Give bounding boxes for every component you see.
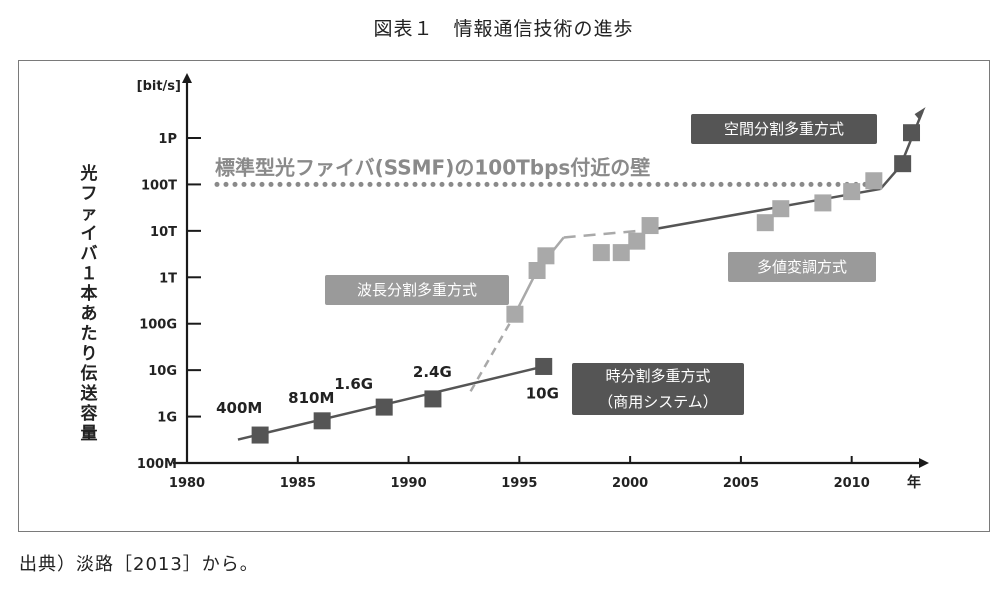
source-note: 出典）淡路［2013］から。 — [19, 554, 259, 575]
y-axis-arrow — [182, 73, 192, 83]
wall-label: 標準型光ファイバ(SSMF)の100Tbps付近の壁 — [215, 155, 650, 179]
y-tick-label: 100T — [141, 178, 177, 193]
y-tick-label: 100G — [139, 318, 177, 333]
tdm-point-label: 10G — [526, 384, 559, 402]
y-tick-label: 1G — [157, 411, 177, 426]
tdm-point-label: 2.4G — [413, 363, 452, 381]
wdm-trend-dashed-2 — [563, 228, 651, 239]
y-axis-title-char: 伝 — [81, 363, 98, 384]
y-unit-label: [bit/s] — [137, 79, 181, 94]
tdm-label-text: 時分割多重方式 — [605, 367, 710, 385]
tdm-point-label: 810M — [288, 389, 334, 407]
wdm-point — [537, 247, 555, 265]
x-tick-label: 2010 — [834, 476, 870, 491]
chart-frame: [bit/s] 100M 1G 10G 100G 1T 10T 100T 1P 1980 1985 1… — [18, 60, 990, 532]
y-axis-title-char: 本 — [81, 283, 98, 304]
multilevel-label-text: 多値変調方式 — [757, 258, 847, 276]
chart-svg: [bit/s] 100M 1G 10G 100G 1T 10T 100T 1P 1980 1985 1… — [80, 73, 929, 491]
x-axis-arrow — [919, 458, 929, 468]
multilevel-point — [756, 214, 774, 232]
y-axis-title-char: 量 — [81, 423, 98, 444]
x-axis-title: 年 — [907, 474, 921, 491]
x-tick-label: 1980 — [169, 476, 205, 491]
y-tick-label: 1P — [158, 132, 177, 147]
y-axis-title-char: フ — [81, 184, 98, 204]
y-tick-label: 10T — [150, 225, 177, 240]
sdm-point — [903, 124, 921, 142]
multilevel-point — [843, 183, 861, 201]
y-axis-title-char: 送 — [81, 383, 99, 404]
tdm-point — [313, 412, 331, 430]
wdm-point — [628, 232, 646, 250]
multilevel-trend-line — [649, 187, 881, 232]
wdm-point — [641, 217, 659, 235]
x-tick-label: 1990 — [390, 476, 426, 491]
multilevel-point — [865, 172, 883, 190]
sdm-point — [894, 155, 912, 173]
y-axis-title-char: あ — [81, 304, 98, 324]
tdm-point — [535, 357, 553, 375]
sdm-label-text: 空間分割多重方式 — [724, 120, 844, 138]
y-axis-title-char: 容 — [81, 403, 98, 424]
x-tick-label: 1995 — [501, 476, 537, 491]
sdm-label-box — [691, 114, 877, 144]
x-tick-label: 2000 — [612, 476, 648, 491]
wdm-point — [528, 262, 546, 280]
figure-title: 図表１ 情報通信技術の進歩 — [373, 18, 634, 40]
wdm-point — [592, 244, 610, 262]
y-axis-title-char: イ — [81, 224, 98, 244]
multilevel-label-box — [728, 252, 876, 282]
tdm-label-text: （商用システム） — [598, 393, 718, 411]
wdm-point — [506, 305, 524, 323]
y-tick-label: 100M — [137, 457, 177, 472]
sdm-arrowhead — [914, 107, 926, 121]
tdm-label-box — [572, 363, 744, 415]
y-axis-title-char: １ — [81, 264, 98, 284]
tdm-point — [251, 426, 269, 444]
y-axis-title-char: ァ — [81, 204, 98, 224]
x-tick-label: 1985 — [280, 476, 316, 491]
y-tick-label: 1T — [159, 271, 177, 286]
tdm-point-label: 400M — [216, 399, 262, 417]
y-tick-label: 10G — [148, 364, 177, 379]
tdm-point — [375, 398, 393, 416]
tdm-point — [424, 390, 442, 408]
multilevel-point — [814, 194, 832, 212]
y-axis-title-char: バ — [81, 244, 98, 264]
wdm-trend-dashed — [469, 313, 516, 392]
multilevel-point — [772, 200, 790, 218]
tdm-point-label: 1.6G — [334, 375, 373, 393]
y-axis-title-char: り — [81, 344, 98, 364]
wdm-point — [612, 244, 630, 262]
wdm-label-text: 波長分割多重方式 — [357, 281, 477, 299]
wdm-label-box — [325, 275, 509, 305]
y-axis-title-char: た — [81, 324, 98, 344]
x-tick-label: 2005 — [723, 476, 759, 491]
y-axis-title-char: 光 — [80, 163, 98, 184]
sdm-trend-line — [879, 110, 924, 190]
